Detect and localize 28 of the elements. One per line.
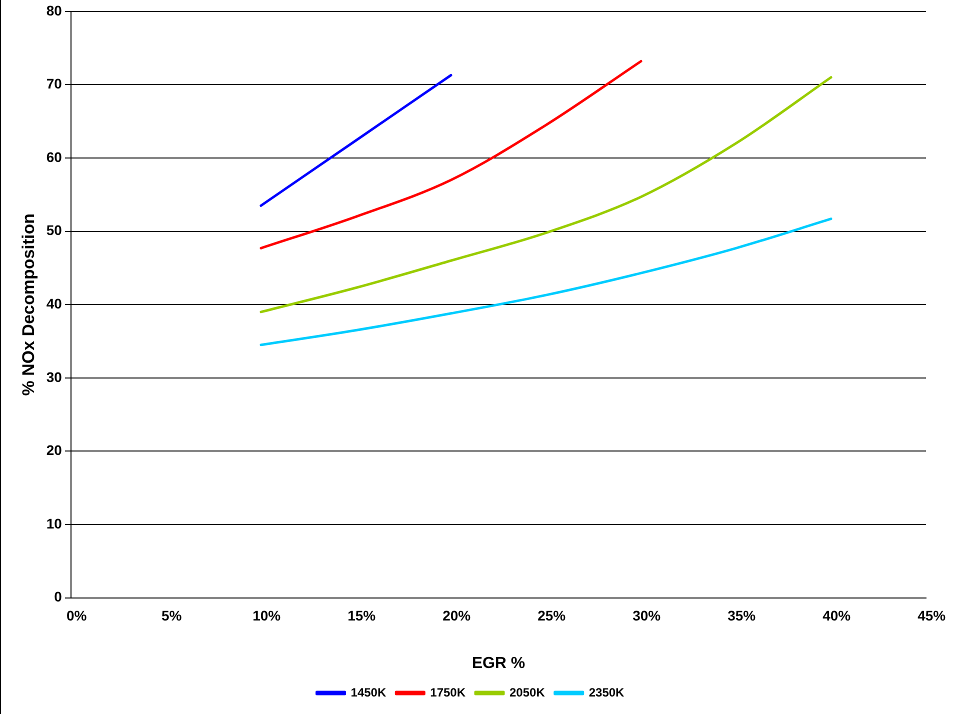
y-tick-label: 70 bbox=[46, 76, 62, 92]
line-series bbox=[260, 218, 832, 346]
y-tick-label: 80 bbox=[46, 2, 62, 18]
y-tick-label: 30 bbox=[46, 368, 62, 385]
x-tick-label: 15% bbox=[348, 608, 376, 624]
y-tick-label: 0 bbox=[54, 588, 62, 605]
x-tick-label: 35% bbox=[728, 608, 756, 624]
y-tick-label: 40 bbox=[46, 295, 62, 312]
x-tick-label: 40% bbox=[822, 608, 852, 624]
y-tick-label: 20 bbox=[46, 442, 62, 458]
y-tick-label: 50 bbox=[46, 222, 62, 238]
x-tick-label: 0% bbox=[66, 608, 88, 624]
x-tick-label: 45% bbox=[918, 608, 946, 624]
legend-label: 1750K bbox=[430, 685, 466, 700]
x-tick-label: 30% bbox=[632, 608, 662, 624]
x-tick-label: 5% bbox=[161, 608, 182, 624]
legend-label: 2050K bbox=[510, 685, 546, 700]
y-axis-title: % NOx Decomposition bbox=[18, 213, 38, 396]
line-series bbox=[260, 76, 832, 314]
y-tick-label: 60 bbox=[46, 148, 62, 165]
y-tick-label: 10 bbox=[46, 515, 62, 532]
x-axis-title: EGR % bbox=[472, 654, 526, 672]
line-series bbox=[260, 60, 642, 250]
x-tick-label: 20% bbox=[442, 608, 472, 624]
legend-label: 2350K bbox=[588, 685, 625, 700]
x-tick-label: 10% bbox=[252, 608, 282, 624]
legend-label: 1450K bbox=[350, 685, 386, 700]
x-tick-label: 25% bbox=[538, 608, 566, 624]
